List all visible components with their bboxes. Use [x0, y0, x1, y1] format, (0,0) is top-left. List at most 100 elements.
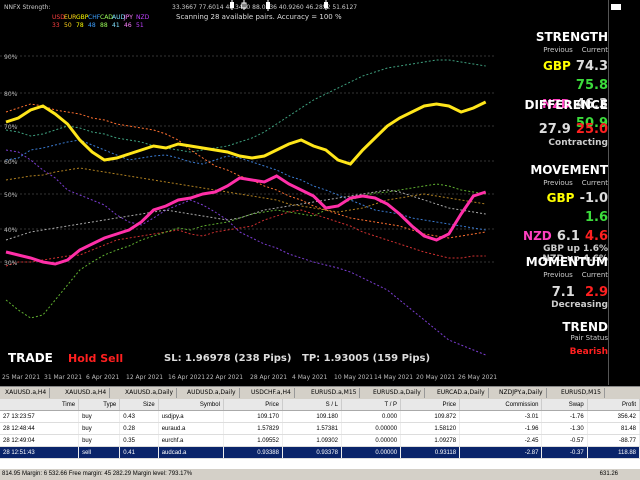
table-row[interactable]: 28 12:51:43 sell 0.41 audcad.a 0.93388 0.9337… — [0, 446, 640, 459]
movement-quote-note: NZD up 4.6% — [542, 254, 608, 264]
table-cell: 81.48 — [587, 422, 640, 435]
table-row[interactable]: 27 13:23:57 buy 0.43 usdjpy.a 109.170 109.180… — [0, 410, 640, 423]
scan-text: Scanning 28 available pairs. Accuracy = … — [176, 13, 342, 21]
difference-panel: DIFFERENCE 27.9 25.0 Contracting — [520, 98, 608, 148]
movement-panel: MOVEMENT Previous Current GBP -1.0 1.6 N… — [520, 163, 608, 264]
table-cell: 0.35 — [119, 434, 159, 447]
table-cell: 1.09278 — [400, 434, 461, 447]
candle-strip — [230, 0, 328, 11]
chart-tab[interactable]: XAUUSD.a,H4 — [62, 388, 111, 398]
account-status-bar: 814.95 Margin: 6 532.66 Free margin: 45 … — [0, 469, 640, 480]
price-axis[interactable] — [608, 0, 640, 385]
date-axis: 25 Mar 2021 31 Mar 2021 6 Apr 2021 12 Apr 2… — [0, 372, 608, 384]
chart-tab[interactable]: EURUSD,M15 — [558, 388, 605, 398]
currency-legend: USDEURGBPCHFCADAUDJPY NZD — [52, 4, 150, 23]
date-label: 12 Apr 2021 — [126, 374, 164, 381]
table-cell: sell — [78, 446, 121, 459]
strength-title: STRENGTH — [535, 30, 608, 44]
chart-tab[interactable]: EURCAD.a,Daily — [434, 388, 489, 398]
legend-eur: EUR — [64, 14, 77, 21]
chart-tab[interactable]: EURUSD.a,Daily — [370, 388, 425, 398]
strength-aud: 41 — [112, 22, 120, 29]
table-cell: 0.00000 — [341, 446, 402, 459]
legend-nzd: NZD — [136, 14, 150, 21]
chart-tab[interactable]: EURUSD.a,M15 — [308, 388, 361, 398]
table-cell: -1.30 — [541, 422, 588, 435]
strength-series-line — [5, 174, 487, 266]
chart-tabs: XAUUSD.a,H4 XAUUSD.a,H4 XAUUSD.a,Daily AUDU… — [0, 386, 640, 399]
column-header[interactable]: Price — [400, 399, 461, 411]
column-header[interactable]: Profit — [587, 399, 640, 411]
strength-quote-curr: 50.9 — [575, 116, 608, 131]
date-label: 20 May 2021 — [416, 374, 456, 381]
chart-tab[interactable]: XAUUSD.a,H4 — [2, 388, 51, 398]
indicator-name: NNFX Strength: — [4, 4, 51, 11]
table-cell: -1.96 — [459, 422, 543, 435]
momentum-panel: MOMENTUM Previous Current 7.1 2.9 Decrea… — [520, 255, 608, 310]
table-cell: 118.88 — [587, 446, 640, 459]
movement-quote-ccy: NZD — [523, 229, 552, 243]
column-header[interactable]: Price — [223, 399, 283, 411]
currency-strengths: 33 50 78 48 88 41 46 51 — [52, 12, 148, 31]
momentum-prev: 7.1 — [551, 285, 575, 300]
price-marker — [611, 4, 621, 10]
percent-label: 30% — [4, 260, 18, 267]
table-cell: 1.09552 — [223, 434, 283, 447]
table-cell: 356.42 — [587, 410, 640, 423]
table-cell: 28 12:51:43 — [0, 446, 80, 459]
strength-gbp: 78 — [76, 22, 84, 29]
percent-label: 40% — [4, 227, 18, 234]
column-header[interactable]: Symbol — [158, 399, 224, 411]
column-header[interactable]: Type — [78, 399, 121, 411]
table-row[interactable]: 28 12:48:44 buy 0.28 euraud.a 1.57829 1.57381… — [0, 422, 640, 435]
strength-quote-ccy: NZD — [542, 97, 571, 111]
table-cell: buy — [78, 434, 121, 447]
table-cell: -2.87 — [459, 446, 543, 459]
movement-quote-curr: 4.6 — [584, 229, 608, 244]
table-cell: 1.57829 — [223, 422, 283, 435]
table-cell: buy — [78, 422, 121, 435]
momentum-curr-label: Current — [581, 271, 608, 279]
movement-base-ccy: GBP — [546, 191, 575, 205]
strength-chart[interactable] — [0, 0, 608, 370]
strength-eur: 50 — [64, 22, 72, 29]
legend-gbp: GBP — [76, 14, 89, 21]
chart-tab[interactable]: AUDUSD.a,Daily — [184, 388, 240, 398]
percent-label: 90% — [4, 54, 18, 61]
movement-base-prev: -1.0 — [579, 191, 608, 206]
table-cell: 0.00000 — [341, 422, 402, 435]
table-cell: -2.45 — [459, 434, 543, 447]
table-cell: 109.872 — [400, 410, 461, 423]
table-cell: -3.01 — [459, 410, 543, 423]
strength-cad: 88 — [100, 22, 108, 29]
column-header[interactable]: T / P — [341, 399, 402, 411]
table-cell: 28 12:48:44 — [0, 422, 80, 435]
strength-series-line — [5, 59, 486, 153]
column-header[interactable]: Commission — [459, 399, 543, 411]
table-cell: usdjpy.a — [158, 410, 224, 423]
strength-series-line — [5, 167, 486, 213]
chart-tab[interactable]: XAUUSD.a,Daily — [122, 388, 178, 398]
table-cell: euraud.a — [158, 422, 224, 435]
date-label: 10 May 2021 — [334, 374, 374, 381]
column-header[interactable]: Swap — [541, 399, 588, 411]
chart-tab[interactable]: NZDJPY.a,Daily — [496, 388, 547, 398]
table-cell: 0.000 — [341, 410, 402, 423]
momentum-curr: 2.9 — [584, 285, 608, 300]
difference-title: DIFFERENCE — [524, 98, 608, 112]
column-header[interactable]: Size — [119, 399, 159, 411]
column-header[interactable]: Time — [0, 399, 80, 411]
table-cell: 1.09302 — [282, 434, 343, 447]
date-label: 25 Mar 2021 — [2, 374, 41, 381]
date-label: 16 Apr 2021 — [168, 374, 206, 381]
trend-sub: Pair Status — [570, 334, 608, 342]
column-header[interactable]: S / L — [282, 399, 343, 411]
strength-series-line — [5, 100, 487, 166]
table-row[interactable]: 28 12:49:04 buy 0.35 eurchf.a 1.09552 1.09302… — [0, 434, 640, 447]
table-cell: audcad.a — [158, 446, 224, 459]
chart-tab[interactable]: USDCHF.a,H4 — [248, 388, 295, 398]
table-cell: 1.58120 — [400, 422, 461, 435]
table-cell: -88.77 — [587, 434, 640, 447]
table-cell: 0.41 — [119, 446, 159, 459]
